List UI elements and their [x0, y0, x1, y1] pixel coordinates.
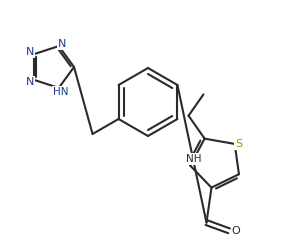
- Text: HN: HN: [53, 87, 69, 97]
- Text: N: N: [26, 47, 34, 57]
- Text: N: N: [57, 39, 66, 49]
- Text: O: O: [232, 226, 241, 236]
- Text: S: S: [235, 139, 242, 149]
- Text: NH: NH: [186, 154, 202, 164]
- Text: N: N: [26, 77, 34, 87]
